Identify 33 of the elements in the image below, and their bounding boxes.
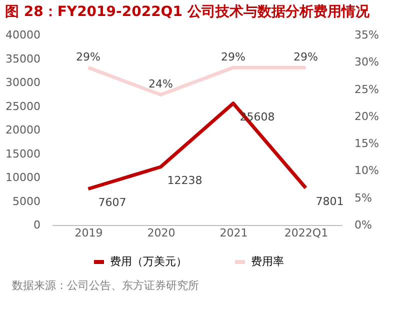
data-label: 29% <box>221 50 246 64</box>
data-label: 24% <box>148 78 173 91</box>
legend-label: 费用（万美元） <box>110 255 187 268</box>
chart-title: 图 28：FY2019-2022Q1 公司技术与数据分析费用情况 <box>5 4 370 20</box>
y2-tick-label: 0% <box>354 218 372 232</box>
y-tick-label: 10000 <box>6 171 40 184</box>
y2-tick-label: 30% <box>354 56 379 69</box>
legend-label: 费用率 <box>251 255 284 268</box>
x-tick-label: 2020 <box>147 226 176 240</box>
source-note: 数据来源：公司公告、东方证券研究所 <box>12 279 199 292</box>
x-tick-label: 2022Q1 <box>284 226 328 240</box>
line-series <box>86 102 308 191</box>
y2-tick-label: 20% <box>354 110 379 123</box>
x-tick-label: 2019 <box>74 226 103 240</box>
y2-tick-label: 5% <box>354 191 372 204</box>
data-label: 29% <box>76 50 100 64</box>
y-tick-label: 35000 <box>6 52 40 66</box>
y2-tick-label: 35% <box>354 28 379 42</box>
x-tick-label: 2021 <box>220 226 248 240</box>
y-tick-label: 0 <box>34 218 40 232</box>
y-tick-label: 25000 <box>6 100 40 113</box>
data-label: 7607 <box>98 196 126 209</box>
y2-tick-label: 25% <box>354 82 379 96</box>
data-label: 29% <box>294 50 318 64</box>
y-tick-label: 30000 <box>6 76 40 89</box>
data-label: 12238 <box>167 174 202 187</box>
y-tick-label: 15000 <box>6 147 40 160</box>
y-tick-label: 5000 <box>12 194 40 208</box>
y-tick-label: 20000 <box>6 124 40 136</box>
data-label: 7801 <box>316 194 344 208</box>
y2-tick-label: 10% <box>354 164 379 178</box>
y2-tick-label: 15% <box>354 137 379 150</box>
y-tick-label: 40000 <box>6 28 40 42</box>
